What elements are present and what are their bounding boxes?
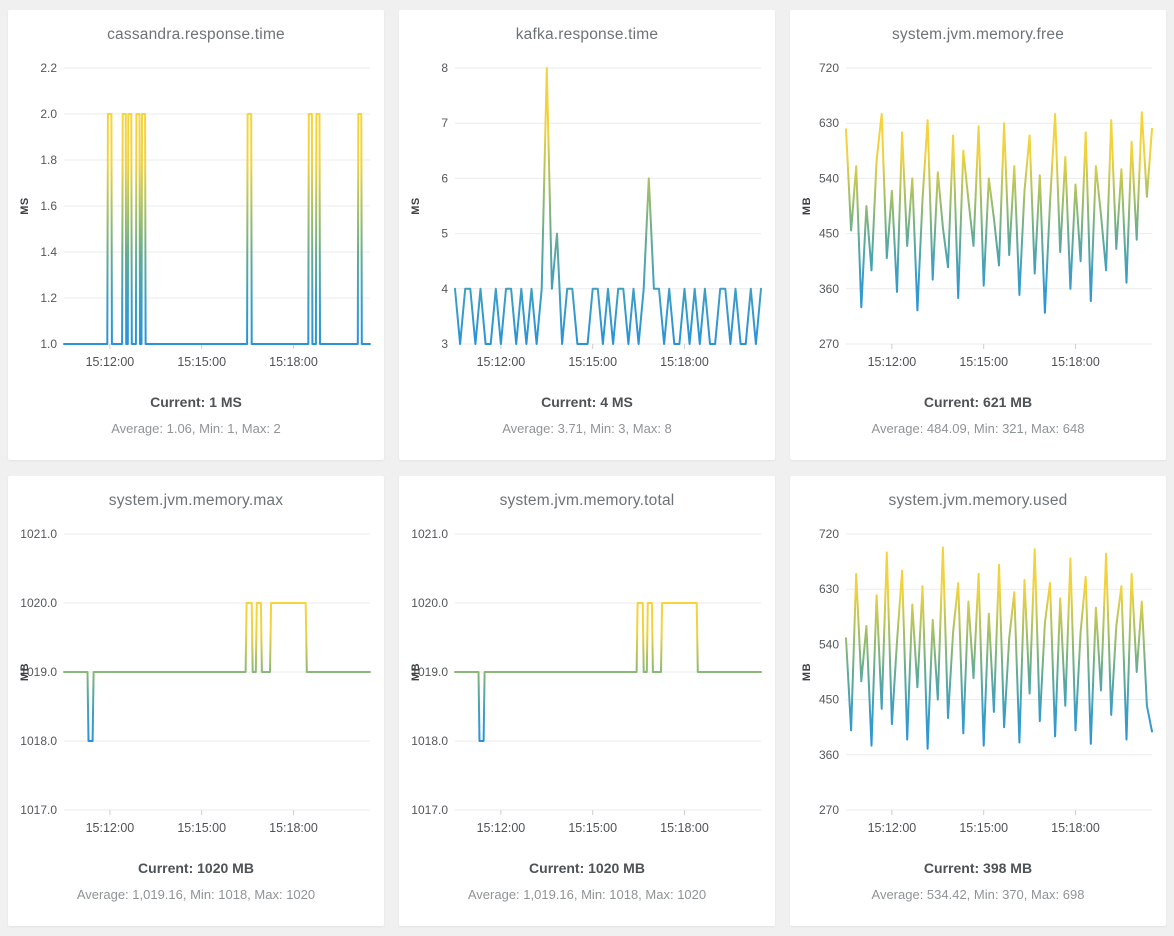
svg-text:4: 4: [441, 282, 448, 296]
chart-area: 8 7 6 5 4 3 15:12:00 15:15:00 15:18:00 MS: [407, 52, 767, 382]
svg-text:450: 450: [819, 693, 839, 707]
svg-text:15:15:00: 15:15:00: [959, 355, 1008, 369]
svg-text:1.4: 1.4: [40, 245, 57, 259]
svg-text:15:15:00: 15:15:00: [959, 821, 1008, 835]
svg-text:MS: MS: [410, 197, 422, 215]
svg-text:630: 630: [819, 116, 839, 130]
line-chart[interactable]: 720 630 540 450 360 270 15:12:00 15:15:00 15:18:…: [798, 52, 1158, 382]
svg-text:15:15:00: 15:15:00: [177, 355, 226, 369]
svg-text:1.0: 1.0: [40, 337, 57, 351]
stats-summary: Average: 1,019.16, Min: 1018, Max: 1020: [467, 887, 707, 902]
svg-text:MB: MB: [801, 197, 813, 215]
svg-text:15:12:00: 15:12:00: [86, 355, 135, 369]
line-chart[interactable]: 1021.0 1020.0 1019.0 1018.0 1017.0 15:12:00 15…: [16, 518, 376, 848]
stats-summary: Average: 484.09, Min: 321, Max: 648: [871, 421, 1085, 436]
svg-text:MS: MS: [19, 197, 31, 215]
line-chart[interactable]: 2.2 2.0 1.8 1.6 1.4 1.2 1.0 15:12:00 15:15:00 15:…: [16, 52, 376, 382]
line-chart[interactable]: 1021.0 1020.0 1019.0 1018.0 1017.0 15:12:00 15…: [407, 518, 767, 848]
svg-text:1.2: 1.2: [40, 291, 57, 305]
svg-text:15:12:00: 15:12:00: [477, 355, 526, 369]
svg-text:15:12:00: 15:12:00: [477, 821, 526, 835]
svg-text:15:18:00: 15:18:00: [660, 355, 709, 369]
svg-text:MB: MB: [410, 663, 422, 681]
svg-text:5: 5: [441, 227, 448, 241]
dashboard-grid: cassandra.response.time 2.2 2.0 1.8 1.6 1.4 1…: [8, 10, 1166, 926]
stats-summary: Average: 1.06, Min: 1, Max: 2: [111, 421, 281, 436]
svg-text:15:12:00: 15:12:00: [868, 355, 917, 369]
svg-text:3: 3: [441, 337, 448, 351]
metric-card-kafka-response-time: kafka.response.time 8 7 6 5 4 3 15:12:00 15:15:…: [399, 10, 775, 460]
chart-title: kafka.response.time: [515, 26, 659, 43]
metric-card-cassandra-response-time: cassandra.response.time 2.2 2.0 1.8 1.6 1.4 1…: [8, 10, 384, 460]
svg-text:270: 270: [819, 803, 839, 817]
svg-text:270: 270: [819, 337, 839, 351]
svg-text:15:15:00: 15:15:00: [568, 821, 617, 835]
svg-text:2.2: 2.2: [40, 61, 57, 75]
svg-text:MB: MB: [801, 663, 813, 681]
chart-area: 720 630 540 450 360 270 15:12:00 15:15:00 15:18:…: [798, 518, 1158, 848]
current-value: Current: 4 MS: [541, 394, 633, 410]
svg-text:360: 360: [819, 748, 839, 762]
svg-text:720: 720: [819, 61, 839, 75]
svg-text:1019.0: 1019.0: [20, 665, 57, 679]
svg-text:MB: MB: [19, 663, 31, 681]
svg-text:1017.0: 1017.0: [20, 803, 57, 817]
svg-text:1017.0: 1017.0: [411, 803, 448, 817]
chart-area: 720 630 540 450 360 270 15:12:00 15:15:00 15:18:…: [798, 52, 1158, 382]
line-chart[interactable]: 720 630 540 450 360 270 15:12:00 15:15:00 15:18:…: [798, 518, 1158, 848]
svg-text:1019.0: 1019.0: [411, 665, 448, 679]
chart-area: 2.2 2.0 1.8 1.6 1.4 1.2 1.0 15:12:00 15:15:00 15:…: [16, 52, 376, 382]
svg-text:15:12:00: 15:12:00: [868, 821, 917, 835]
svg-text:1.6: 1.6: [40, 199, 57, 213]
svg-text:1018.0: 1018.0: [20, 734, 57, 748]
chart-title: system.jvm.memory.used: [888, 492, 1068, 509]
svg-text:15:18:00: 15:18:00: [1051, 821, 1100, 835]
line-chart[interactable]: 8 7 6 5 4 3 15:12:00 15:15:00 15:18:00 MS: [407, 52, 767, 382]
svg-text:1020.0: 1020.0: [411, 596, 448, 610]
svg-text:1021.0: 1021.0: [411, 527, 448, 541]
metric-card-jvm-memory-free: system.jvm.memory.free 720 630 540 450 360 27…: [790, 10, 1166, 460]
svg-text:1020.0: 1020.0: [20, 596, 57, 610]
stats-summary: Average: 1,019.16, Min: 1018, Max: 1020: [76, 887, 316, 902]
current-value: Current: 1 MS: [150, 394, 242, 410]
current-value: Current: 1020 MB: [529, 860, 645, 876]
svg-text:360: 360: [819, 282, 839, 296]
svg-text:720: 720: [819, 527, 839, 541]
current-value: Current: 1020 MB: [138, 860, 254, 876]
svg-text:15:15:00: 15:15:00: [568, 355, 617, 369]
chart-title: system.jvm.memory.max: [108, 492, 284, 509]
chart-title: cassandra.response.time: [107, 26, 285, 43]
svg-text:15:12:00: 15:12:00: [86, 821, 135, 835]
stats-summary: Average: 534.42, Min: 370, Max: 698: [871, 887, 1085, 902]
svg-text:1.8: 1.8: [40, 153, 57, 167]
current-value: Current: 398 MB: [923, 860, 1033, 876]
svg-text:15:18:00: 15:18:00: [1051, 355, 1100, 369]
svg-text:540: 540: [819, 171, 839, 185]
svg-text:8: 8: [441, 61, 448, 75]
svg-text:450: 450: [819, 227, 839, 241]
svg-text:6: 6: [441, 171, 448, 185]
svg-text:1021.0: 1021.0: [20, 527, 57, 541]
svg-text:2.0: 2.0: [40, 107, 57, 121]
chart-title: system.jvm.memory.total: [499, 492, 675, 509]
svg-text:15:18:00: 15:18:00: [269, 821, 318, 835]
svg-text:1018.0: 1018.0: [411, 734, 448, 748]
chart-area: 1021.0 1020.0 1019.0 1018.0 1017.0 15:12:00 15…: [16, 518, 376, 848]
current-value: Current: 621 MB: [923, 394, 1033, 410]
svg-text:15:15:00: 15:15:00: [177, 821, 226, 835]
svg-text:630: 630: [819, 582, 839, 596]
svg-text:15:18:00: 15:18:00: [660, 821, 709, 835]
stats-summary: Average: 3.71, Min: 3, Max: 8: [502, 421, 672, 436]
svg-text:7: 7: [441, 116, 448, 130]
svg-text:15:18:00: 15:18:00: [269, 355, 318, 369]
metric-card-jvm-memory-used: system.jvm.memory.used 720 630 540 450 360 27…: [790, 476, 1166, 926]
svg-text:540: 540: [819, 637, 839, 651]
chart-area: 1021.0 1020.0 1019.0 1018.0 1017.0 15:12:00 15…: [407, 518, 767, 848]
chart-title: system.jvm.memory.free: [891, 26, 1065, 43]
metric-card-jvm-memory-max: system.jvm.memory.max 1021.0 1020.0 1019.0…: [8, 476, 384, 926]
metric-card-jvm-memory-total: system.jvm.memory.total 1021.0 1020.0 1019…: [399, 476, 775, 926]
